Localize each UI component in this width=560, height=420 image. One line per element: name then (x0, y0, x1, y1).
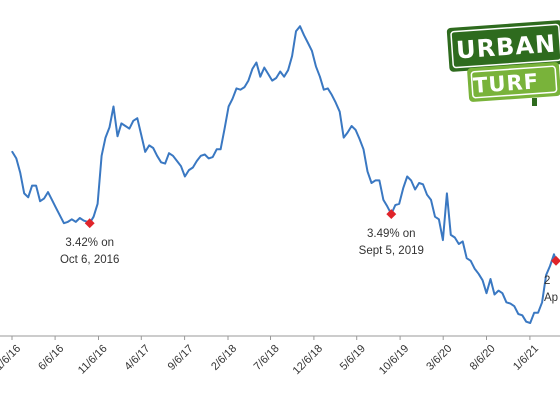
x-axis-ticks: 1/6/16 6/6/16 11/6/16 4/6/17 9/6/17 2/6/18 7/6… (0, 336, 541, 377)
logo-top-sign (446, 20, 560, 72)
low-point-marker (386, 209, 397, 220)
urban-turf-logo: URBAN TURF (446, 20, 560, 106)
annotation-label: Ap (544, 292, 558, 304)
low-point-marker (551, 255, 560, 266)
plot-area (0, 25, 560, 337)
x-tick-label: 6/6/16 (36, 343, 66, 373)
x-tick-label: 9/6/17 (166, 343, 196, 373)
logo-bottom-sign (467, 62, 560, 102)
x-tick-label: 4/6/17 (122, 343, 152, 373)
logo-text-line1: URBAN (455, 30, 557, 65)
x-tick-label: 1/6/16 (0, 343, 23, 373)
logo-text-line2: TURF (472, 69, 539, 98)
x-tick-label: 3/6/20 (424, 343, 454, 373)
x-tick-label: 7/6/18 (252, 343, 282, 373)
series-line (11, 25, 557, 324)
x-tick-label: 11/6/16 (76, 343, 110, 377)
annotation-label: Sept 5, 2019 (359, 245, 424, 257)
x-tick-label: 10/6/19 (377, 343, 411, 377)
x-tick-label: 2/6/18 (209, 343, 239, 373)
x-tick-label: 12/6/18 (291, 343, 325, 377)
low-point-marker (84, 218, 95, 229)
logo-post (532, 98, 537, 106)
x-tick-label: 1/6/21 (511, 343, 541, 373)
annotation-label: Oct 6, 2016 (60, 254, 119, 266)
x-tick-label: 8/6/20 (468, 343, 498, 373)
x-tick-label: 5/6/19 (338, 343, 368, 373)
logo-bottom-border (470, 65, 558, 99)
annotation-label: 3.42% on (65, 237, 114, 249)
annotation-label: 2 (544, 275, 550, 287)
annotations: 3.42% on Oct 6, 2016 3.49% on Sept 5, 2019 2… (60, 209, 560, 304)
annotation-label: 3.49% on (367, 228, 416, 240)
